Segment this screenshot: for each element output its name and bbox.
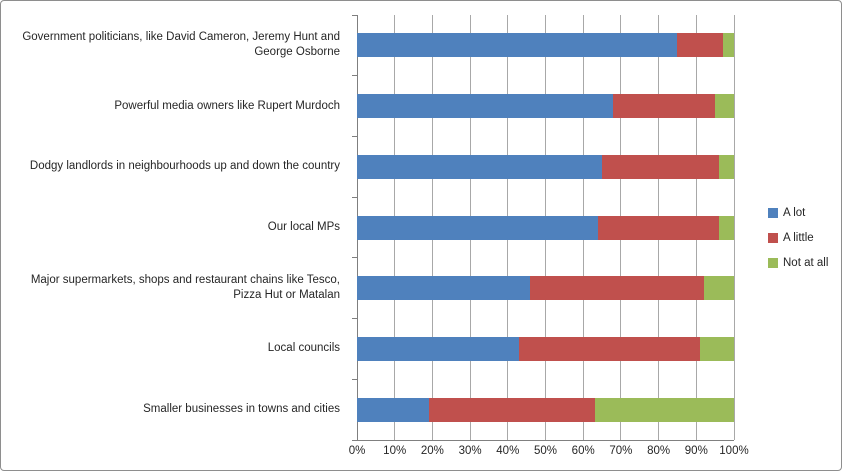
plot-area — [352, 14, 735, 441]
bar-segment-a-little — [598, 215, 719, 240]
category-axis-tick — [352, 135, 357, 137]
bar-segment-a-lot — [357, 336, 520, 361]
category-label: Our local MPs — [1, 197, 349, 258]
value-axis-label: 80% — [647, 445, 671, 457]
value-axis-label: 60% — [571, 445, 595, 457]
legend-label: A lot — [783, 207, 806, 219]
value-axis-label: 70% — [609, 445, 633, 457]
bar-segment-not-at-all — [718, 154, 734, 179]
gridline — [733, 15, 735, 440]
bar-row — [357, 33, 734, 58]
bar-segment-not-at-all — [715, 94, 734, 119]
category-label: Major supermarkets, shops and restaurant… — [1, 258, 349, 319]
category-label-text: Government politicians, like David Camer… — [22, 31, 340, 59]
category-label: Dodgy landlords in neighbourhoods up and… — [1, 136, 349, 197]
category-label-text: Smaller businesses in towns and cities — [143, 403, 340, 416]
bar-segment-a-lot — [357, 215, 599, 240]
value-axis-label: 100% — [719, 445, 749, 457]
category-label-text: Dodgy landlords in neighbourhoods up and… — [29, 160, 340, 173]
category-label: Smaller businesses in towns and cities — [1, 379, 349, 440]
category-label-text: Our local MPs — [267, 220, 340, 233]
category-axis-tick — [352, 378, 357, 380]
bar-row — [357, 154, 734, 179]
bar-segment-not-at-all — [700, 336, 734, 361]
legend-item: A lot — [768, 207, 828, 219]
value-axis-label: 10% — [383, 445, 407, 457]
bar-segment-a-lot — [357, 154, 603, 179]
value-axis-label: 50% — [533, 445, 558, 457]
category-axis-tick — [352, 75, 357, 77]
legend-marker-not-at-all — [768, 258, 778, 268]
legend-marker-a-lot — [768, 208, 778, 218]
bar-segment-not-at-all — [703, 276, 734, 301]
bar-row — [357, 397, 734, 422]
category-label: Government politicians, like David Camer… — [1, 15, 349, 76]
bar-row — [357, 215, 734, 240]
bar-segment-not-at-all — [718, 215, 734, 240]
bar-segment-a-little — [602, 154, 719, 179]
bar-segment-not-at-all — [594, 397, 734, 422]
category-label-text: Local councils — [267, 342, 340, 355]
bar-segment-not-at-all — [722, 33, 734, 58]
category-label-text: Major supermarkets, shops and restaurant… — [30, 274, 340, 302]
category-axis-tick — [352, 439, 357, 441]
category-label-text: Powerful media owners like Rupert Murdoc… — [114, 99, 340, 112]
bar-segment-a-lot — [357, 33, 678, 58]
legend-label: A little — [783, 232, 814, 244]
category-axis-tick — [352, 14, 357, 16]
category-axis-tick — [352, 318, 357, 320]
category-label: Powerful media owners like Rupert Murdoc… — [1, 76, 349, 137]
value-axis-label: 30% — [458, 445, 482, 457]
bar-segment-a-little — [613, 94, 716, 119]
bar-segment-a-little — [530, 276, 704, 301]
bar-segment-a-little — [519, 336, 701, 361]
category-axis-labels: Government politicians, like David Camer… — [1, 15, 349, 440]
bar-segment-a-lot — [357, 94, 614, 119]
legend-marker-a-little — [768, 233, 778, 243]
bar-segment-a-lot — [357, 276, 531, 301]
category-axis-tick — [352, 257, 357, 259]
category-axis-tick — [352, 196, 357, 198]
value-axis-label: 20% — [420, 445, 444, 457]
bars — [357, 15, 734, 440]
legend: A lot A little Not at all — [768, 207, 828, 282]
bar-row — [357, 94, 734, 119]
legend-item: Not at all — [768, 257, 828, 269]
value-axis-labels: 0% 10% 20% 30% 40% 50% 60% 70% 80% 90% 100% — [349, 445, 749, 459]
legend-label: Not at all — [783, 257, 829, 269]
category-axis-ticks — [352, 14, 734, 441]
legend-item: A little — [768, 232, 828, 244]
bar-row — [357, 336, 734, 361]
bar-segment-a-little — [677, 33, 723, 58]
value-axis-label: 40% — [496, 445, 520, 457]
value-axis-label: 90% — [684, 445, 708, 457]
bar-segment-a-little — [428, 397, 595, 422]
bar-row — [357, 276, 734, 301]
category-label: Local councils — [1, 319, 349, 380]
value-axis-label: 0% — [348, 445, 366, 457]
bar-segment-a-lot — [357, 397, 429, 422]
